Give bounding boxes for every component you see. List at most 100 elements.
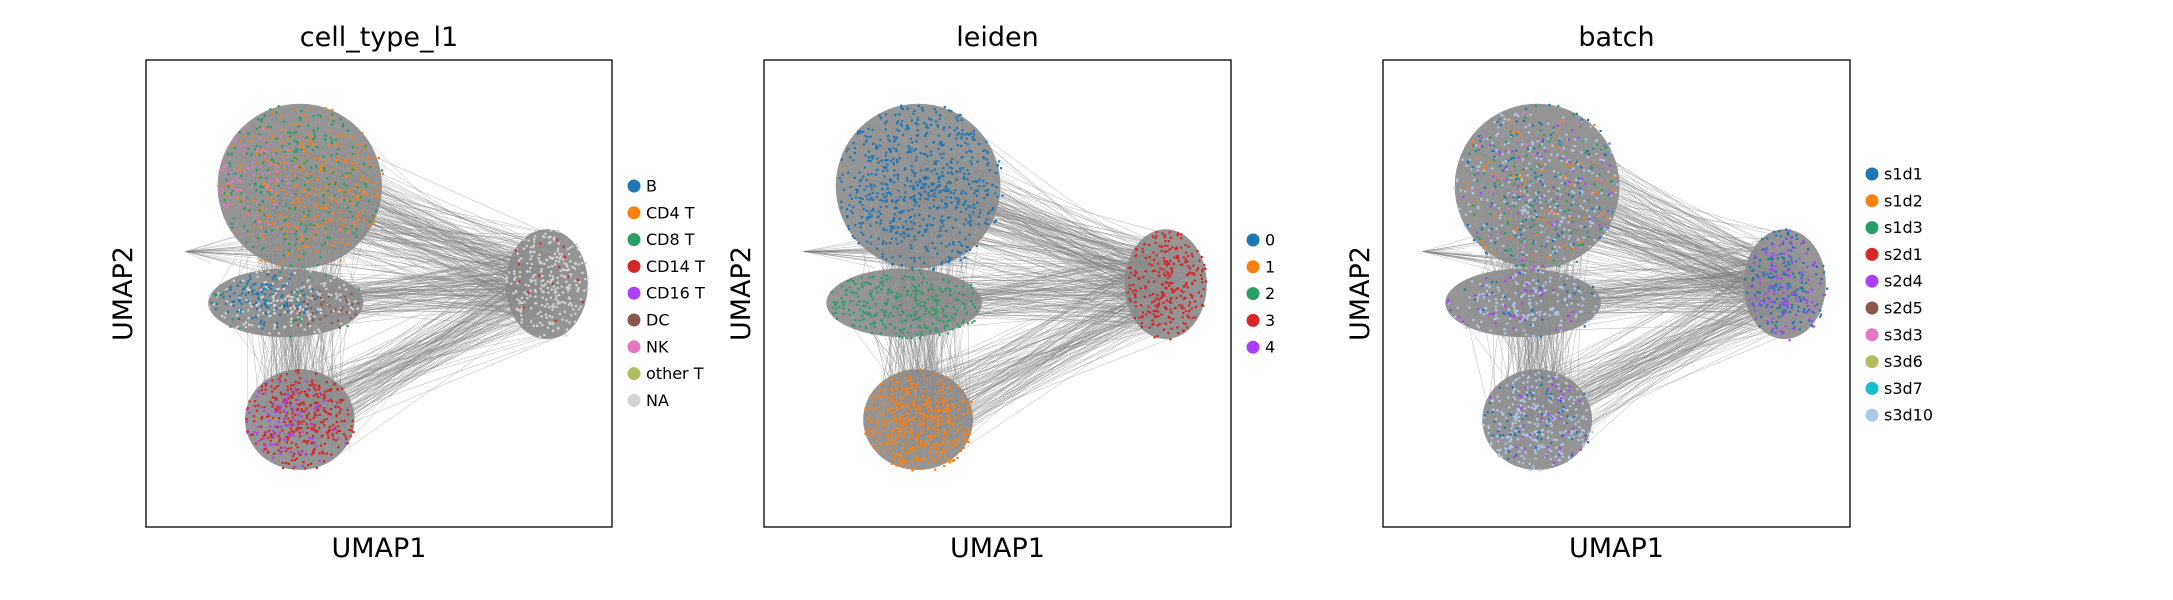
cell-point (1596, 196, 1599, 200)
cell-point (1147, 280, 1150, 283)
cell-point (273, 325, 277, 328)
cell-point (254, 316, 257, 319)
cell-point (285, 235, 288, 238)
cell-point (1789, 285, 1792, 288)
cell-point (1579, 246, 1582, 249)
cell-point (879, 138, 882, 141)
cell-point (279, 306, 282, 309)
cell-point (305, 380, 308, 383)
cell-point (870, 331, 873, 334)
cell-point (939, 152, 942, 156)
cell-point (1575, 313, 1578, 316)
cell-point (1486, 283, 1489, 287)
cell-point (318, 293, 321, 296)
cell-point (891, 256, 894, 259)
cell-point (913, 296, 916, 299)
cell-point (1477, 307, 1480, 310)
cell-point (297, 135, 300, 138)
cell-point (308, 437, 311, 440)
cell-point (845, 208, 849, 211)
cell-point (1588, 220, 1591, 223)
cell-point (1533, 147, 1536, 150)
cell-point (264, 444, 267, 447)
cell-point (978, 143, 981, 146)
cell-point (273, 304, 276, 307)
cell-point (323, 410, 326, 413)
cell-point (279, 425, 282, 428)
cell-point (318, 187, 321, 190)
cell-point (1496, 317, 1499, 320)
cell-point (273, 396, 276, 399)
cell-point (1521, 220, 1524, 223)
cell-point (962, 203, 965, 207)
cell-point (244, 144, 247, 147)
cell-point (242, 225, 245, 228)
cell-point (534, 289, 537, 292)
cell-point (1538, 196, 1541, 199)
cell-point (313, 425, 316, 428)
cell-point (948, 319, 951, 322)
cell-point (237, 133, 240, 136)
cell-point (523, 238, 526, 241)
cell-point (331, 141, 334, 145)
cell-point (320, 223, 323, 226)
cell-point (267, 436, 270, 439)
cell-point (919, 458, 922, 461)
cell-point (1176, 234, 1179, 237)
cell-point (1537, 137, 1540, 140)
cell-point (1591, 172, 1594, 175)
cell-point (1771, 327, 1775, 331)
cell-point (1583, 325, 1586, 328)
cell-point (1198, 259, 1201, 262)
cell-point (291, 310, 294, 313)
legend-marker (627, 259, 641, 273)
cell-point (964, 238, 967, 241)
cell-point (943, 450, 946, 453)
cell-point (911, 382, 915, 385)
cell-point (1752, 269, 1755, 272)
cell-point (869, 242, 872, 245)
cell-point (898, 217, 901, 220)
cell-point (1184, 258, 1187, 261)
cell-point (307, 246, 310, 249)
cell-point (518, 259, 521, 262)
cell-point (949, 293, 952, 297)
cell-point (885, 205, 888, 208)
cell-point (918, 337, 921, 340)
cell-point (938, 175, 941, 178)
cell-point (1587, 236, 1590, 239)
cell-point (1546, 446, 1549, 449)
cell-point (1481, 284, 1484, 287)
cell-point (291, 193, 294, 196)
cell-point (1800, 276, 1803, 279)
cell-point (952, 423, 955, 426)
cell-point (1521, 195, 1524, 198)
cell-point (849, 300, 852, 303)
cell-point (513, 270, 516, 273)
cell-point (311, 311, 314, 315)
cell-point (963, 172, 966, 175)
cell-point (1598, 236, 1601, 240)
cell-point (565, 263, 568, 266)
cell-point (1550, 187, 1553, 190)
cell-point (1593, 190, 1597, 193)
cell-point (1182, 321, 1185, 324)
cell-point (942, 461, 945, 464)
cell-point (247, 317, 250, 320)
cell-point (270, 433, 273, 436)
cell-point (895, 149, 898, 153)
cell-point (533, 251, 536, 254)
cell-point (1559, 431, 1562, 434)
cell-point (576, 290, 579, 293)
cell-point (245, 417, 248, 421)
cell-point (965, 245, 968, 248)
cell-point (866, 407, 869, 410)
cell-point (1521, 183, 1524, 186)
cell-point (1498, 386, 1501, 389)
cell-point (890, 462, 893, 465)
cell-point (913, 204, 916, 207)
cell-point (279, 405, 282, 408)
cell-point (996, 163, 999, 166)
cell-point (1528, 462, 1531, 465)
cell-point (847, 309, 851, 312)
